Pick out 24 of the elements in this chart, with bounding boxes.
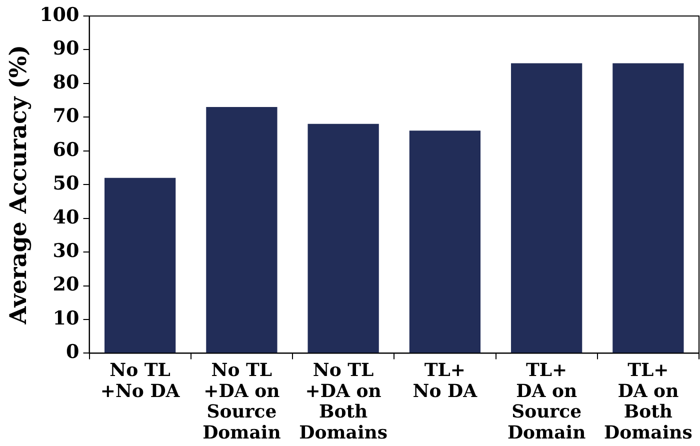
bar <box>308 124 379 353</box>
y-tick-label: 50 <box>52 172 80 195</box>
x-tick-label: TL+ DA on Source Domain <box>507 360 586 444</box>
bar <box>206 107 278 353</box>
y-axis-title: Average Accuracy (%) <box>4 44 32 326</box>
x-tick-label: TL+ DA on Both Domains <box>604 360 692 444</box>
y-tick-label: 10 <box>52 307 80 330</box>
x-tick-label: No TL +DA on Both Domains <box>299 360 388 444</box>
y-tick-label: 0 <box>66 341 80 364</box>
x-tick-label: No TL +DA on Source Domain <box>202 360 281 444</box>
bar <box>409 130 481 353</box>
x-tick-label: No TL +No DA <box>100 360 181 402</box>
y-tick-label: 70 <box>52 105 80 128</box>
y-tick-label: 20 <box>52 274 80 296</box>
bar <box>104 178 176 353</box>
x-tick-label: TL+ No DA <box>412 360 478 402</box>
y-tick-label: 100 <box>40 4 80 26</box>
y-tick-label: 80 <box>52 71 80 94</box>
bar <box>612 63 684 353</box>
y-tick-label: 30 <box>52 240 80 262</box>
bar <box>510 63 582 353</box>
y-tick-label: 90 <box>52 38 80 60</box>
y-tick-label: 40 <box>52 206 80 228</box>
y-tick-label: 60 <box>52 138 80 161</box>
